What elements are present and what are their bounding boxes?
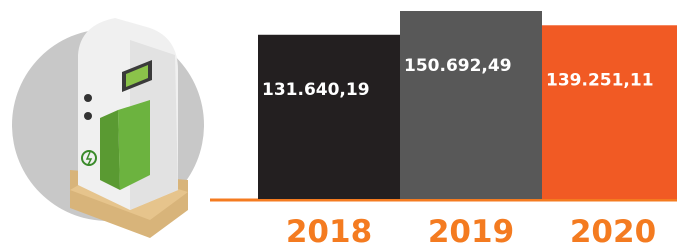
value-label: 139.251,11 [546,70,654,90]
chart: 131.640,19 2018 150.692,49 2019 139.251,11 20… [0,0,677,247]
x-tick-label: 2019 [428,214,514,247]
x-tick-label: 2020 [570,214,656,247]
bar [258,35,400,199]
x-tick-label: 2018 [286,214,372,247]
value-label: 131.640,19 [262,80,370,100]
charger-illustration [12,18,204,238]
value-label: 150.692,49 [404,56,512,76]
bar [542,25,677,199]
bar [400,11,542,199]
page: 131.640,19 2018 150.692,49 2019 139.251,11 20… [0,0,677,247]
